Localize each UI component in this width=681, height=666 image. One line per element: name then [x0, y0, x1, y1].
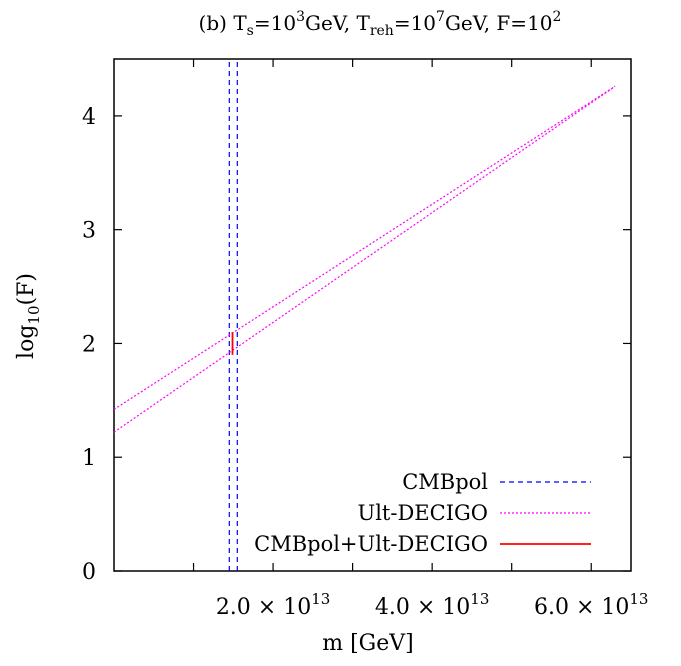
series-ult-decigo-line-1	[113, 85, 616, 433]
y-tick-label-1: 1	[82, 446, 96, 471]
series-ult-decigo-line-0	[113, 85, 616, 410]
x-tick-label-0: 2.0 × 1013	[216, 590, 331, 620]
x-axis-label: m [GeV]	[322, 631, 414, 656]
y-tick-label-0: 0	[82, 560, 96, 585]
y-tick-label-4: 4	[82, 105, 96, 130]
legend: CMBpol Ult-DECIGO CMBpol+Ult-DECIGO	[254, 470, 591, 556]
legend-label-0: CMBpol	[402, 470, 488, 494]
x-tick-label-2: 6.0 × 1013	[534, 590, 649, 620]
legend-label-2: CMBpol+Ult-DECIGO	[254, 532, 488, 556]
x-tick-label-1: 4.0 × 1013	[375, 590, 489, 620]
series-layer	[113, 59, 616, 571]
chart-title: (b) Ts=103GeV, Treh=107GeV, F=102	[199, 9, 562, 39]
x-tick-labels: 2.0 × 1013 4.0 × 1013 6.0 × 1013	[216, 590, 649, 620]
y-tick-label-3: 3	[82, 219, 96, 244]
plot-frame	[113, 58, 632, 572]
axis-ticks	[114, 59, 631, 572]
y-tick-labels: 0 1 2 3 4	[82, 105, 96, 585]
legend-label-1: Ult-DECIGO	[358, 501, 488, 525]
y-tick-label-2: 2	[82, 332, 96, 357]
y-axis-label: log10(F)	[14, 273, 43, 359]
